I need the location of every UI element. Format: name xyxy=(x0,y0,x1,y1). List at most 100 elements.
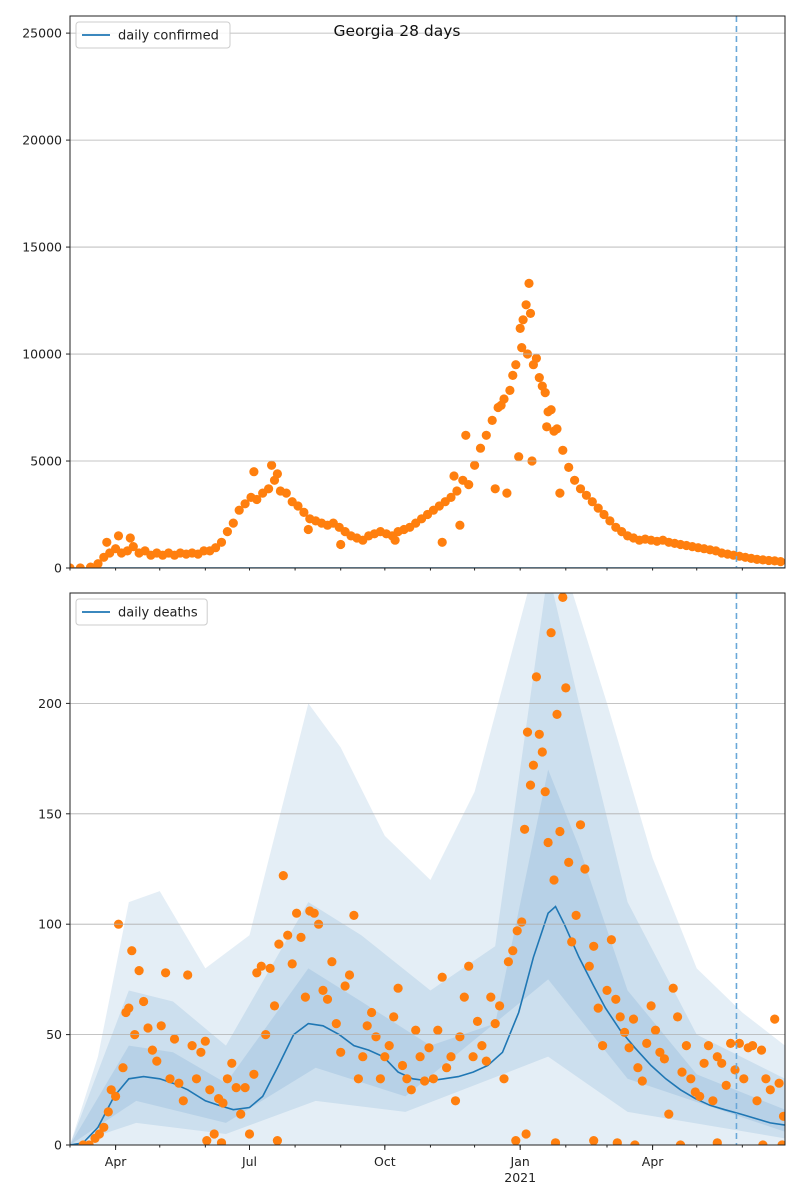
data-point xyxy=(292,908,302,918)
data-point xyxy=(228,518,238,528)
data-point xyxy=(70,563,75,568)
data-point xyxy=(543,837,553,848)
data-point xyxy=(602,985,612,996)
data-point xyxy=(397,1060,408,1071)
data-point xyxy=(570,475,580,485)
plot-area xyxy=(70,278,785,568)
data-point xyxy=(174,1078,184,1088)
axes-frame xyxy=(69,15,786,569)
data-point xyxy=(487,415,497,425)
data-point xyxy=(446,492,456,502)
data-point xyxy=(695,1091,705,1101)
x-tick-label: Jan xyxy=(510,1154,530,1169)
data-point xyxy=(265,963,275,974)
data-point xyxy=(514,452,524,462)
data-point xyxy=(111,1091,121,1101)
data-point xyxy=(165,1074,175,1084)
data-point xyxy=(508,946,518,956)
data-point xyxy=(703,1041,714,1051)
data-point xyxy=(227,1058,237,1068)
data-point xyxy=(358,1052,368,1062)
data-point xyxy=(344,970,355,980)
data-point xyxy=(528,760,539,770)
data-point xyxy=(531,353,542,363)
data-point xyxy=(464,480,474,490)
data-point xyxy=(455,520,465,530)
data-point xyxy=(522,727,533,737)
data-point xyxy=(481,430,491,440)
data-point xyxy=(612,1138,622,1145)
data-point xyxy=(293,501,303,511)
data-point xyxy=(124,1003,134,1013)
data-point xyxy=(380,1052,390,1062)
data-point xyxy=(264,484,274,494)
data-point xyxy=(765,1085,775,1095)
data-point xyxy=(94,1129,104,1139)
data-point xyxy=(252,968,262,978)
data-point xyxy=(393,983,403,993)
data-point xyxy=(236,1109,246,1119)
data-point xyxy=(606,935,617,945)
data-point xyxy=(244,1129,255,1139)
data-point xyxy=(156,1021,166,1031)
data-point xyxy=(113,531,124,541)
data-point xyxy=(125,533,135,543)
data-point xyxy=(525,308,536,318)
data-point xyxy=(272,1136,282,1145)
data-point xyxy=(249,1069,259,1079)
data-point xyxy=(686,1074,696,1084)
data-point xyxy=(216,1138,227,1145)
data-point xyxy=(540,787,550,797)
y-tick-label: 50 xyxy=(46,1027,62,1042)
data-point xyxy=(216,537,227,547)
data-point xyxy=(726,1038,736,1048)
x-tick-label: Apr xyxy=(105,1154,127,1169)
data-point xyxy=(234,505,244,515)
y-tick-label: 150 xyxy=(38,806,62,821)
data-point xyxy=(681,1041,692,1051)
legend-label: daily deaths xyxy=(118,606,198,621)
data-point xyxy=(589,1136,599,1145)
data-point xyxy=(593,503,603,513)
data-point xyxy=(102,537,112,547)
data-point xyxy=(546,628,556,638)
data-point xyxy=(655,1047,665,1057)
data-point xyxy=(303,524,313,535)
data-point xyxy=(362,1021,372,1031)
data-point xyxy=(499,1074,509,1084)
x-tick-label: Oct xyxy=(374,1154,396,1169)
data-point xyxy=(512,926,522,936)
data-point xyxy=(367,1007,377,1018)
legend: daily deaths xyxy=(75,598,208,626)
data-point xyxy=(389,1012,399,1022)
data-point xyxy=(281,488,291,498)
data-point xyxy=(511,360,521,370)
data-point xyxy=(520,824,530,834)
data-point xyxy=(564,462,574,472)
data-point xyxy=(605,516,615,526)
data-point xyxy=(240,499,250,509)
data-point xyxy=(420,1076,430,1086)
data-point xyxy=(169,1034,180,1044)
data-point xyxy=(580,864,590,874)
data-point xyxy=(118,1063,128,1073)
data-point xyxy=(309,908,319,918)
data-point xyxy=(446,1052,456,1062)
data-point xyxy=(543,407,553,417)
data-point xyxy=(477,1041,487,1051)
data-point xyxy=(205,1085,215,1095)
data-point xyxy=(599,509,609,520)
data-point xyxy=(508,370,518,380)
y-tick-label: 0 xyxy=(54,561,62,576)
data-point xyxy=(537,747,547,757)
data-point xyxy=(664,1109,674,1119)
data-point xyxy=(778,1111,785,1121)
data-point xyxy=(481,1056,491,1066)
data-point xyxy=(252,494,262,505)
data-point xyxy=(537,381,547,391)
y-tick-label: 10000 xyxy=(22,347,62,362)
data-point xyxy=(128,542,138,552)
data-point xyxy=(558,593,568,602)
legend-box xyxy=(75,598,208,626)
data-point xyxy=(200,1036,210,1046)
